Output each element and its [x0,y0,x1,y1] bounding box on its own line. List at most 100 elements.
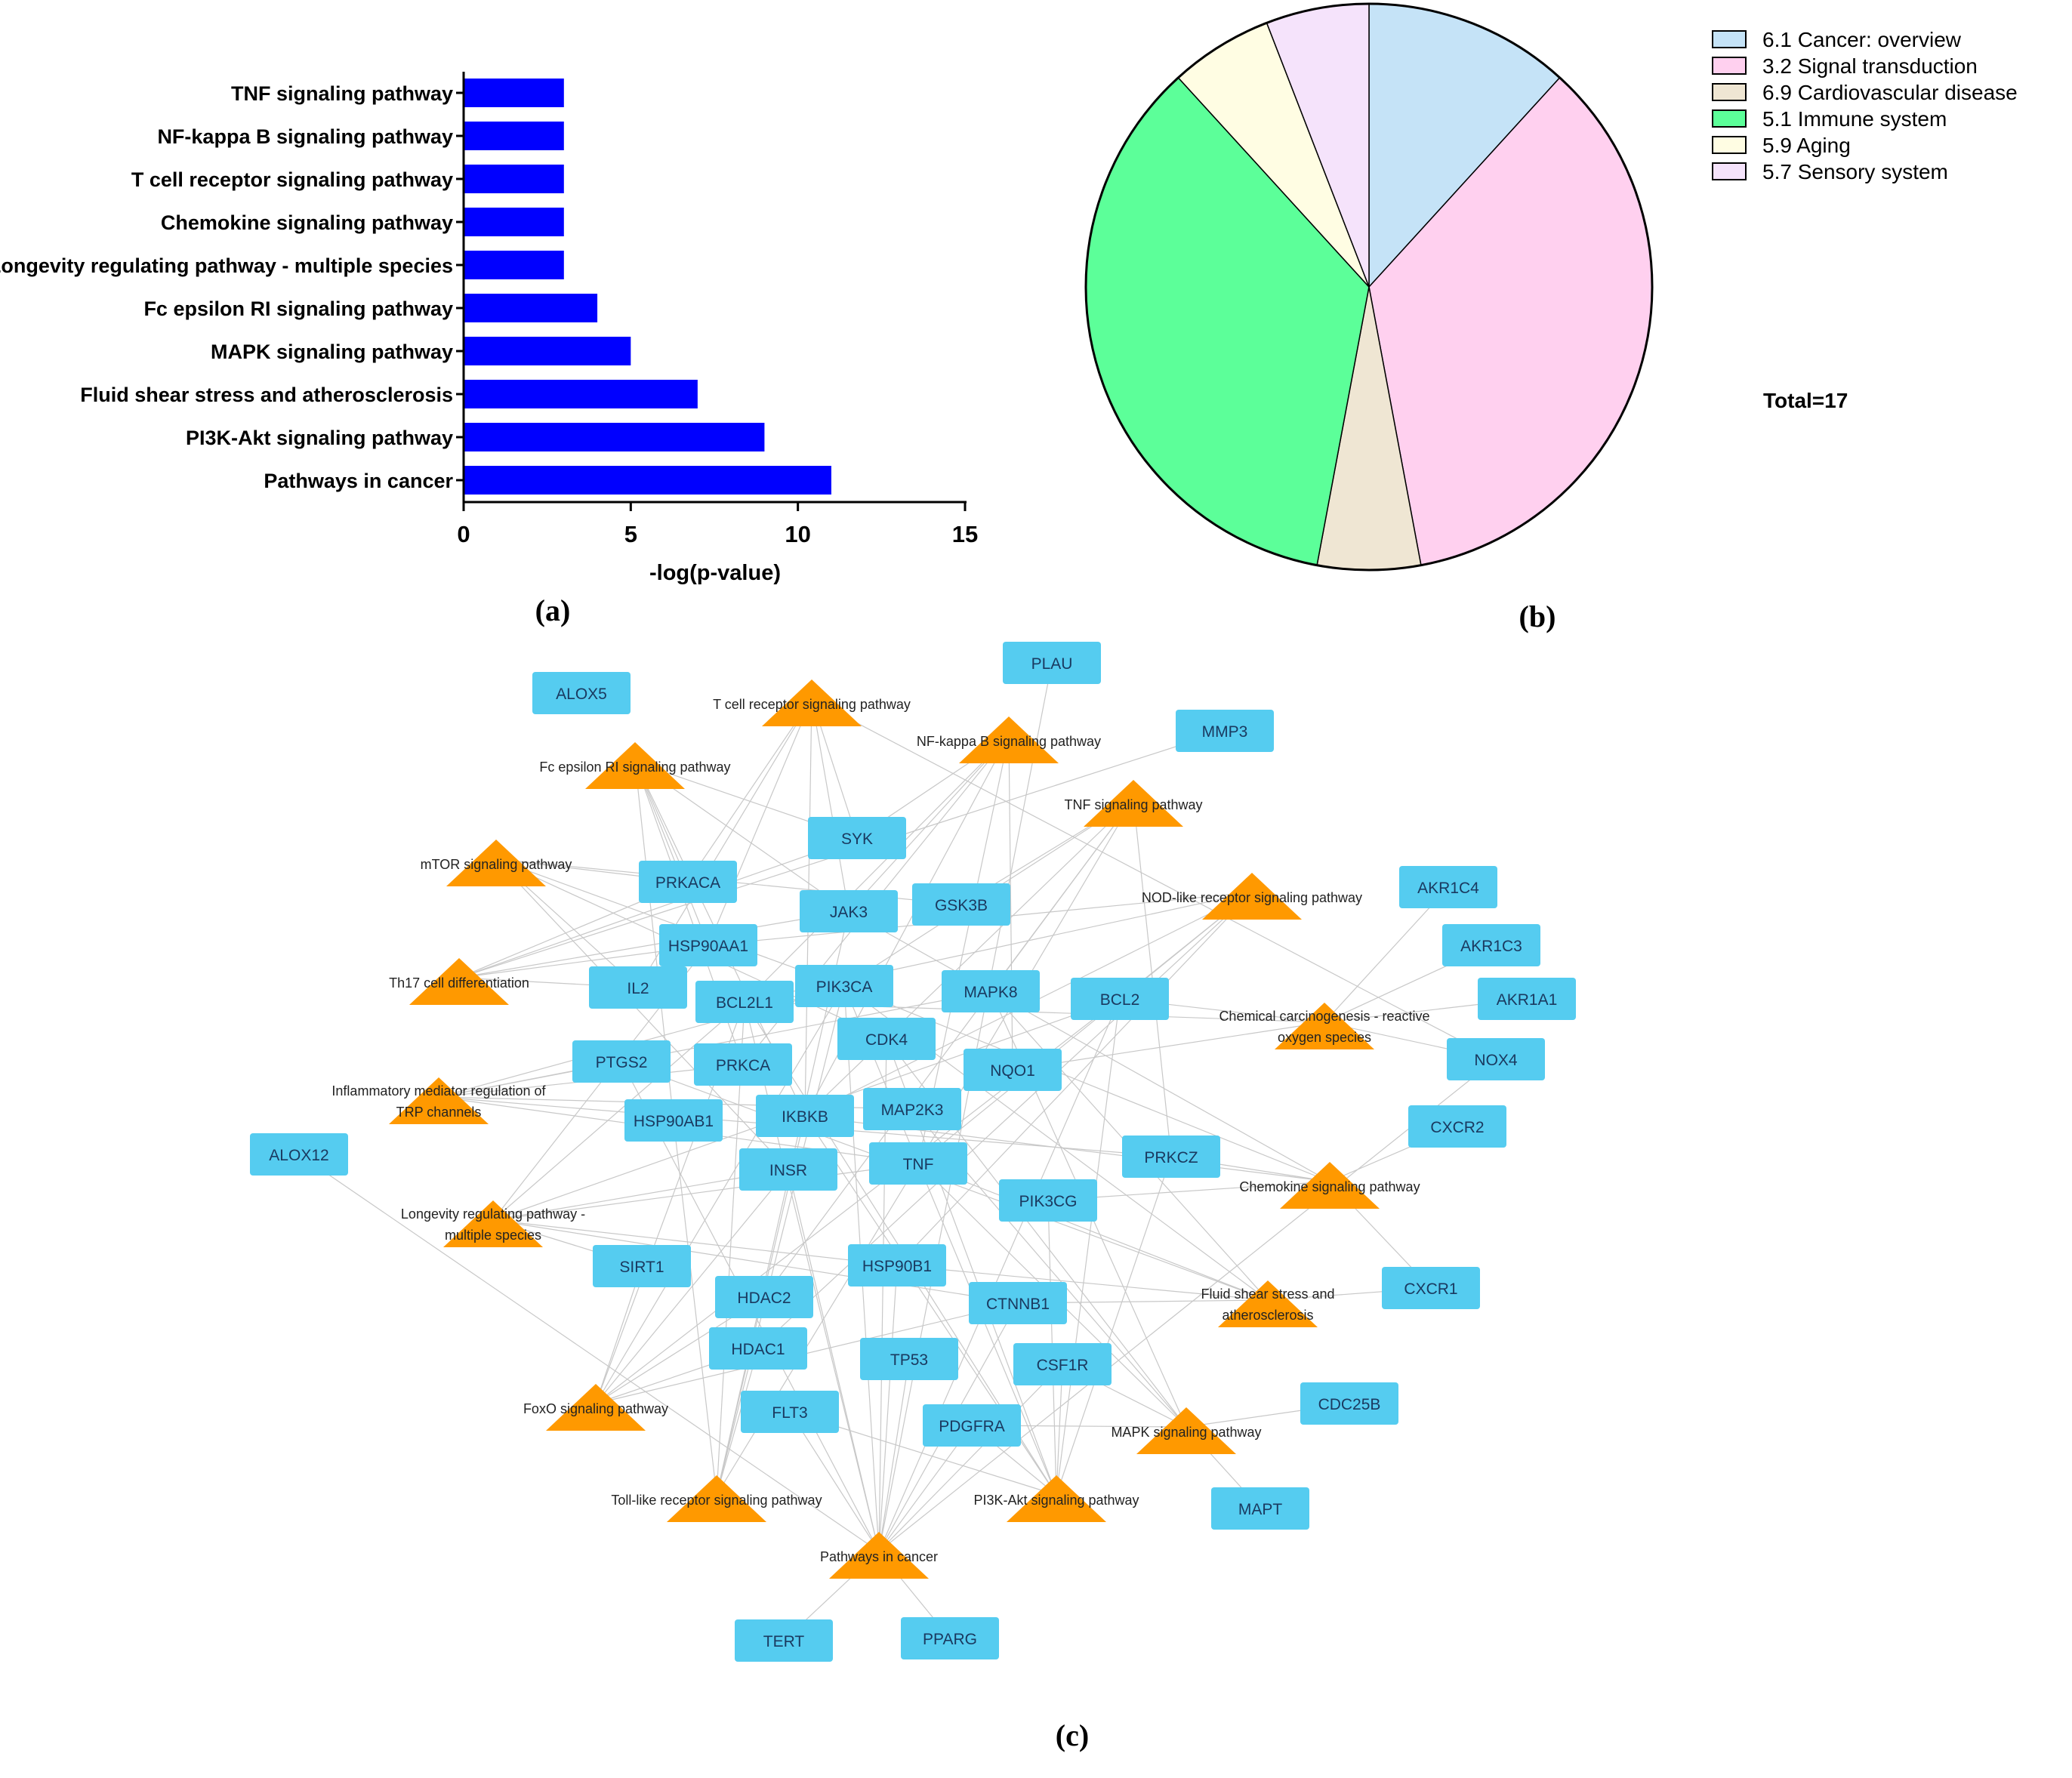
gene-label: HDAC1 [731,1341,785,1358]
gene-node [837,1018,936,1060]
x-tick-label: 5 [624,521,637,547]
pathway-node [446,840,546,886]
pathway-node [409,958,509,1005]
y-tick-label: TNF signaling pathway [231,82,453,105]
legend-label: 6.1 Cancer: overview [1762,28,1962,51]
pathway-node [443,1200,543,1247]
network-edge [492,1163,919,1221]
gene-label: HDAC2 [737,1290,791,1307]
pathway-label: TRP channels [396,1105,482,1120]
network-edge [595,1265,643,1404]
network-edge [1324,886,1449,1023]
network-edge [744,735,1010,1003]
gene-label: TNF [903,1156,934,1173]
gene-node [593,1245,691,1287]
pathway-node [1275,1003,1374,1049]
gene-label: CDC25B [1318,1396,1381,1413]
gene-label: CXCR2 [1430,1119,1484,1136]
gene-node [695,981,794,1023]
network-edge [716,985,845,1496]
network-edge [595,985,845,1404]
pathway-node [667,1475,766,1522]
pathway-node [762,679,862,726]
pathway-label: PI3K-Akt signaling pathway [973,1493,1139,1508]
gene-node [1071,978,1169,1020]
network-edge [848,911,1330,1182]
gene-label: PIK3CG [1019,1193,1077,1210]
gene-node [739,1148,837,1191]
gene-node [912,883,1010,926]
gene-node [1382,1267,1480,1309]
pathway-label: mTOR signaling pathway [421,857,572,872]
network-edge [878,662,1053,1552]
network-edge [1056,1156,1172,1496]
network-edge [878,1358,910,1552]
pathway-label: TNF signaling pathway [1064,797,1202,812]
gene-node [1211,1487,1309,1530]
network-edge [687,698,812,883]
network-edge [811,698,849,912]
network-edge [788,1169,880,1552]
gene-label: IL2 [627,980,649,997]
gene-node [863,1088,961,1130]
bar [464,122,564,150]
pathway-label: Inflammatory mediator regulation of [331,1083,546,1099]
gene-node [735,1619,833,1662]
y-tick-label: Chemokine signaling pathway [161,211,453,234]
gene-node [1408,1105,1506,1148]
total-label: Total=17 [1763,389,1848,412]
y-tick-label: NF-kappa B signaling pathway [157,125,453,148]
gene-label: CXCR1 [1404,1280,1457,1298]
legend-swatch [1712,57,1747,75]
gene-node [1442,924,1540,966]
gene-node [923,1404,1021,1447]
pie-outline [1084,2,1654,572]
network-edge [716,1348,759,1496]
bar [464,79,564,107]
gene-label: PRKCA [716,1057,770,1074]
pathway-label: Longevity regulating pathway - [401,1206,585,1222]
network-edge [492,1001,745,1221]
pathway-label: Toll-like receptor signaling pathway [611,1493,822,1508]
gene-label: JAK3 [830,904,868,921]
legend-label: 5.9 Aging [1762,134,1851,157]
gene-node [999,1179,1097,1222]
gene-node [1176,710,1274,752]
pathway-label: multiple species [445,1228,541,1243]
gene-label: AKR1A1 [1497,991,1558,1009]
pathway-label: oxygen species [1278,1030,1371,1045]
gene-node [1478,978,1576,1020]
network-edge [298,1154,880,1552]
network-edge [848,735,1010,912]
gene-label: BCL2L1 [716,994,773,1012]
pathway-label: atherosclerosis [1222,1308,1313,1323]
network-edge [708,698,812,946]
bar [464,165,564,193]
network-edge [757,892,1253,1349]
x-tick-label: 0 [457,521,470,547]
pathway-node [1218,1280,1318,1327]
network-edge [1012,1022,1325,1071]
pathway-label: MAPK signaling pathway [1111,1425,1261,1440]
gene-label: PPARG [923,1631,977,1648]
gene-label: FLT3 [772,1404,807,1422]
gene-node [756,1095,854,1137]
network-edge [458,837,858,978]
network-edge [878,1058,1497,1552]
gene-node [1013,1343,1112,1385]
bar-chart: TNF signaling pathway NF-kappa B signalin… [0,72,978,627]
gene-label: PDGFRA [939,1418,1005,1435]
bar [464,294,598,322]
gene-node [1447,1038,1545,1080]
gene-label: PRKACA [655,874,720,892]
x-tick-label: 15 [952,521,978,547]
network-edge [1056,1364,1063,1496]
bar [464,423,765,451]
gene-node [532,672,631,714]
gene-node [694,1043,792,1086]
gene-label: INSR [769,1162,807,1179]
x-axis-title: -log(p-value) [649,561,781,585]
bar [464,208,564,236]
gene-node [572,1040,671,1083]
